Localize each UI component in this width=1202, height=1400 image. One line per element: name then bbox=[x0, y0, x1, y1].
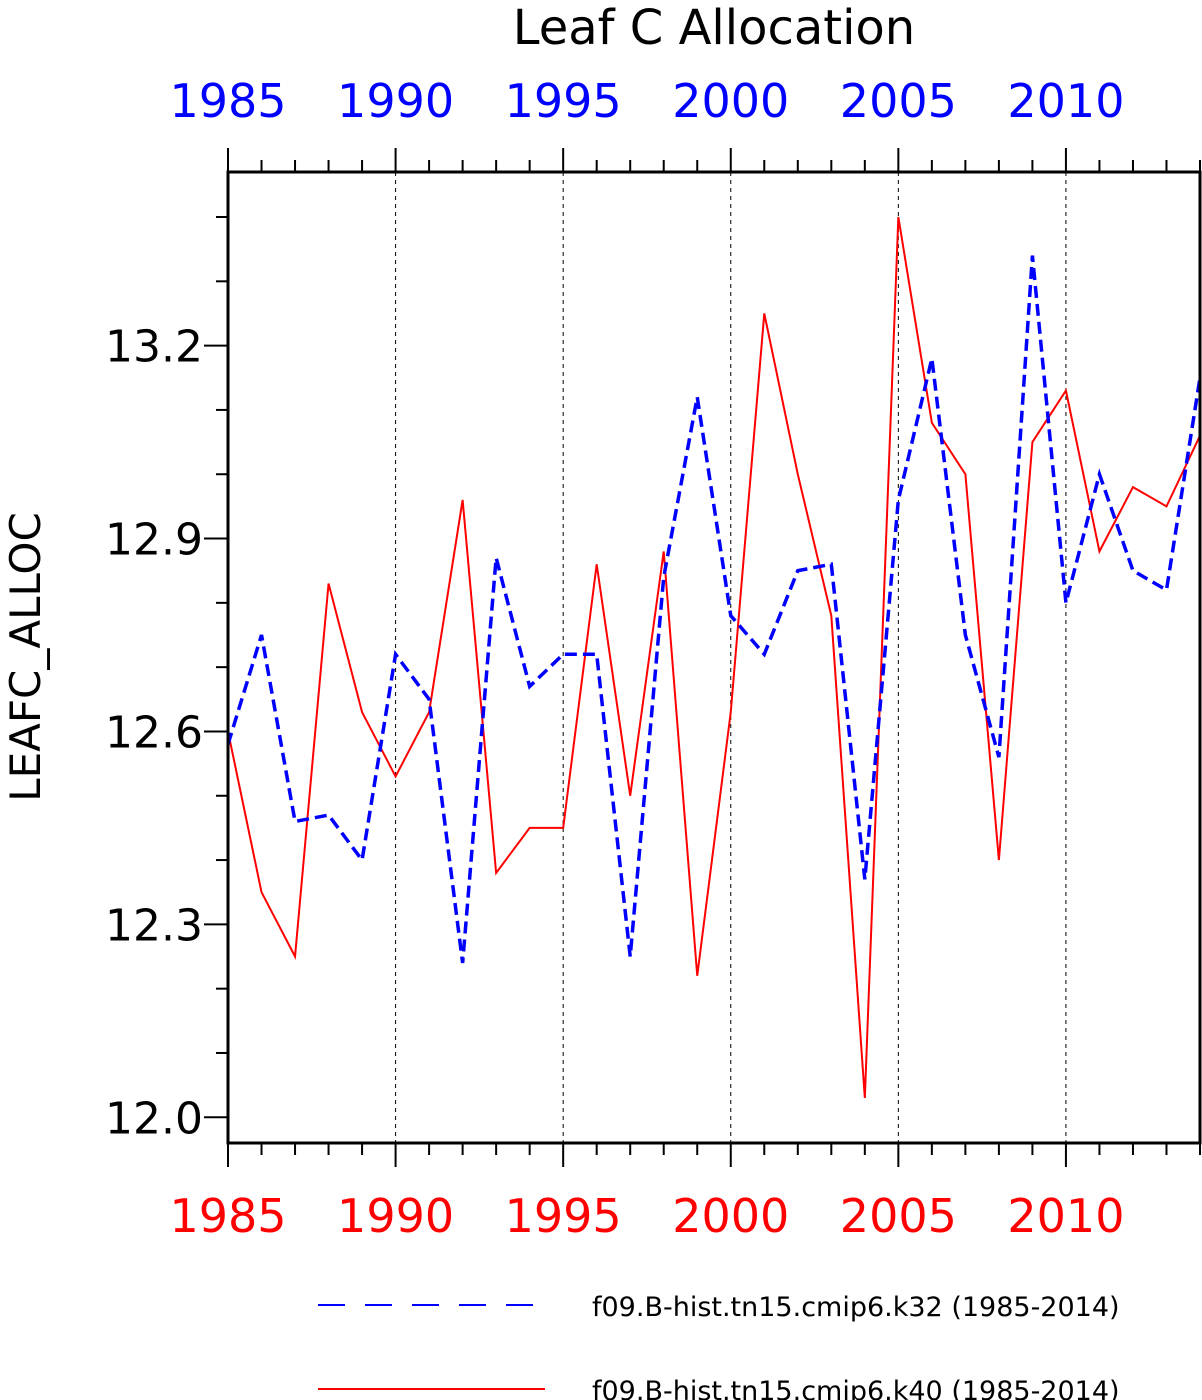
legend-label-2: f09.B-hist.tn15.cmip6.k40 (1985-2014) bbox=[592, 1376, 1120, 1400]
y-tick-label: 12.3 bbox=[105, 900, 203, 951]
x-tick-label-top: 1985 bbox=[169, 74, 286, 128]
y-tick-label: 13.2 bbox=[105, 322, 203, 373]
series-line-k32 bbox=[228, 255, 1200, 964]
series-line-k40 bbox=[228, 216, 1200, 1099]
legend: f09.B-hist.tn15.cmip6.k32 (1985-2014) f09… bbox=[318, 1292, 1120, 1400]
x-tick-label-bottom: 2000 bbox=[672, 1189, 789, 1243]
x-tick-label-bottom: 2010 bbox=[1007, 1189, 1124, 1243]
legend-label-1: f09.B-hist.tn15.cmip6.k32 (1985-2014) bbox=[592, 1292, 1120, 1323]
y-tick-label: 12.0 bbox=[105, 1093, 203, 1144]
series-layer bbox=[228, 216, 1200, 1099]
x-tick-label-bottom: 1985 bbox=[169, 1189, 286, 1243]
axis-ticks bbox=[204, 148, 1201, 1167]
y-tick-label: 12.9 bbox=[105, 515, 203, 566]
y-axis-label: LEAFC_ALLOC bbox=[1, 512, 50, 802]
grid-lines bbox=[395, 172, 1067, 1143]
x-tick-label-top: 2000 bbox=[672, 74, 789, 128]
x-tick-label-bottom: 2005 bbox=[840, 1189, 957, 1243]
x-tick-label-top: 1990 bbox=[337, 74, 454, 128]
plot-frame bbox=[226, 170, 1202, 1145]
x-tick-label-top: 2005 bbox=[840, 74, 957, 128]
x-tick-label-bottom: 1995 bbox=[505, 1189, 622, 1243]
x-tick-label-bottom: 1990 bbox=[337, 1189, 454, 1243]
chart-title: Leaf C Allocation bbox=[513, 0, 915, 56]
y-tick-label: 12.6 bbox=[105, 707, 203, 758]
x-tick-label-top: 2010 bbox=[1007, 74, 1124, 128]
x-tick-label-top: 1995 bbox=[505, 74, 622, 128]
tick-labels: 1985 1985 1990 1990 1995 1995 2000 2000 2005 2005… bbox=[105, 74, 1124, 1243]
